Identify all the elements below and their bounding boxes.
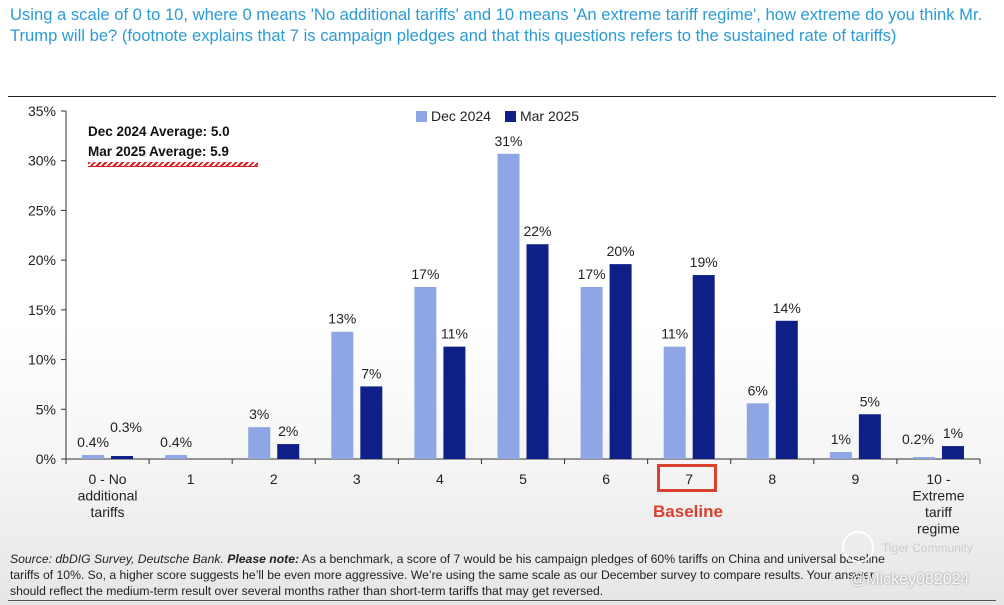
x-tick-label: 7	[685, 471, 693, 487]
data-label-dec: 3%	[249, 406, 269, 422]
bar-dec	[829, 452, 852, 459]
tiger-logo-icon	[842, 531, 874, 563]
data-label-mar: 7%	[361, 365, 381, 381]
panel-bottom-rule	[8, 600, 996, 601]
x-tick-label: 3	[353, 471, 361, 487]
data-label-dec: 11%	[661, 326, 688, 342]
y-tick-label: 35%	[28, 103, 56, 119]
data-label-mar: 0.3%	[110, 419, 142, 435]
bar-mar	[526, 244, 549, 459]
bar-dec	[663, 346, 686, 459]
data-label-dec: 17%	[578, 266, 606, 282]
bar-dec	[165, 455, 188, 459]
watermark-handle: @Mickey082024	[850, 571, 970, 588]
x-tick-label: 10 -Extreme tariff regime	[912, 471, 964, 537]
data-label-dec: 6%	[748, 382, 768, 398]
x-tick-label: 4	[436, 471, 444, 487]
data-label-mar: 2%	[278, 423, 298, 439]
data-label-mar: 19%	[690, 254, 718, 270]
bar-mar	[692, 275, 715, 459]
bar-dec	[912, 457, 935, 459]
bar-mar	[775, 320, 798, 459]
y-tick-label: 15%	[28, 302, 56, 318]
bar-mar	[443, 346, 466, 459]
panel-top-rule	[8, 96, 996, 97]
y-tick-label: 25%	[28, 202, 56, 218]
data-label-mar: 14%	[773, 300, 801, 316]
note-text: As a benchmark, a score of 7 would be hi…	[10, 552, 885, 598]
x-tick-label: 9	[851, 471, 859, 487]
data-label-mar: 1%	[943, 425, 963, 441]
x-tick-label: 8	[768, 471, 776, 487]
data-label-dec: 0.2%	[902, 431, 934, 447]
x-tick-label: 2	[270, 471, 278, 487]
bar-mar	[360, 386, 383, 459]
legend-label-mar: Mar 2025	[519, 108, 580, 124]
data-label-dec: 17%	[411, 266, 439, 282]
bar-dec	[580, 286, 603, 459]
data-label-mar: 5%	[860, 393, 880, 409]
legend-item-dec: Dec 2024	[416, 108, 491, 124]
data-label-mar: 22%	[523, 223, 551, 239]
bar-dec	[331, 331, 354, 459]
bar-dec	[248, 427, 271, 459]
dec-average-label: Dec 2024 Average: 5.0	[88, 124, 230, 139]
data-label-dec: 13%	[328, 311, 356, 327]
legend-swatch-dec	[416, 110, 427, 122]
bar-mar	[941, 446, 964, 459]
data-label-mar: 20%	[607, 243, 635, 259]
baseline-highlight-box	[657, 464, 717, 492]
mar-average-label: Mar 2025 Average: 5.9	[88, 144, 229, 159]
x-tick-label: 5	[519, 471, 527, 487]
y-tick-label: 5%	[36, 401, 56, 417]
data-label-dec: 1%	[831, 431, 851, 447]
bar-dec	[414, 286, 437, 459]
source-footnote: Source: dbDIG Survey, Deutsche Bank. Ple…	[10, 552, 890, 599]
y-tick-label: 0%	[36, 451, 56, 467]
y-tick-label: 30%	[28, 153, 56, 169]
data-label-dec: 0.4%	[160, 434, 192, 450]
red-highlight-underline	[88, 162, 258, 167]
source-label: Source:	[10, 552, 53, 566]
source-text: dbDIG Survey, Deutsche Bank.	[52, 552, 224, 566]
x-tick-label: 6	[602, 471, 610, 487]
x-tick-label: 1	[187, 471, 195, 487]
legend-label-dec: Dec 2024	[431, 108, 491, 124]
bar-mar	[111, 456, 134, 459]
bar-dec	[746, 403, 769, 459]
data-label-dec: 31%	[494, 133, 522, 149]
chart-legend: Dec 2024 Mar 2025	[416, 108, 579, 124]
watermark-brand: Tiger Community	[882, 541, 973, 555]
bar-mar	[858, 414, 881, 459]
bar-dec	[82, 455, 105, 459]
bar-dec	[497, 153, 520, 460]
y-tick-label: 20%	[28, 252, 56, 268]
data-label-mar: 11%	[441, 326, 468, 342]
bar-mar	[609, 264, 632, 459]
x-tick-label: 0 - No additional tariffs	[78, 471, 138, 520]
y-tick-label: 10%	[28, 352, 56, 368]
legend-item-mar: Mar 2025	[504, 108, 580, 124]
watermark: Tiger Community @Mickey082024	[842, 531, 992, 591]
data-label-dec: 0.4%	[77, 434, 109, 450]
survey-question: Using a scale of 0 to 10, where 0 means …	[10, 5, 983, 45]
note-label: Please note:	[223, 552, 300, 566]
bar-mar	[277, 444, 300, 459]
legend-swatch-mar	[504, 110, 516, 122]
baseline-label: Baseline	[653, 502, 723, 521]
